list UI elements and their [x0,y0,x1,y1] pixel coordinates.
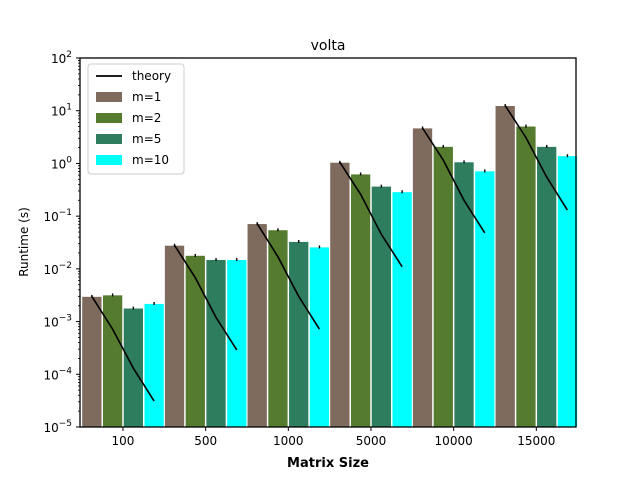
legend-label-m=1: m=1 [132,90,161,104]
theory-line-15000 [504,105,569,211]
axes-layer: 100 500 1000 5000 10000 15000 10−5 10−4 10−3 10−2… [43,50,577,448]
legend-swatch-m=1 [96,92,122,102]
bar-m=1-100 [81,296,103,428]
theory-line-1000 [256,223,321,330]
legend-swatch-m=5 [96,134,122,144]
legend-label-m=5: m=5 [132,132,161,146]
y-tick-label: 10−3 [43,314,72,330]
y-tick-label: 102 [51,50,72,66]
x-tick-label: 15000 [517,434,555,448]
legend-label-m=10: m=10 [132,153,169,167]
bar-m=10-10000 [474,170,496,428]
y-axis-label: Runtime (s) [17,207,31,277]
legend-swatch-m=10 [96,155,122,165]
chart-title: volta [311,38,346,54]
bar-m=2-500 [184,255,206,428]
x-tick-label: 100 [112,434,135,448]
x-tick-label: 1000 [273,434,304,448]
y-tick-label: 101 [51,103,72,119]
y-tick-label: 10−1 [43,208,72,224]
bar-m=1-1000 [246,223,268,428]
bar-m=1-10000 [412,127,433,428]
legend: theory m=1 m=2 m=5 m=10 [87,63,185,175]
legend-label-theory: theory [132,69,171,83]
bar-m=5-500 [205,259,227,428]
y-tick-label: 10−4 [43,366,72,382]
x-tick-label: 500 [194,434,217,448]
y-tick-label: 10−5 [43,419,72,435]
bar-m=2-5000 [350,173,372,428]
bar-m=2-10000 [432,146,454,428]
theory-lines-layer [91,105,569,402]
bar-m=10-100 [143,303,165,428]
legend-swatch-m=2 [96,113,122,123]
bar-m=10-15000 [557,155,578,428]
bar-m=1-15000 [494,105,516,428]
theory-line-100 [91,295,155,402]
bar-m=10-5000 [391,191,413,428]
bar-m=10-1000 [308,246,330,428]
bar-m=10-500 [226,259,248,428]
x-tick-label: 5000 [356,434,387,448]
x-axis-label: Matrix Size [287,456,369,471]
legend-frame [87,63,185,175]
y-tick-label: 100 [51,155,72,171]
y-tick-label: 10−2 [43,261,72,277]
bar-m=5-1000 [288,241,310,428]
theory-line-10000 [421,127,486,234]
x-tick-label: 10000 [435,434,473,448]
bar-m=1-500 [164,244,185,428]
theory-line-5000 [339,161,403,268]
bar-m=1-5000 [329,161,351,428]
bar-m=2-100 [102,294,124,428]
legend-label-m=2: m=2 [132,111,161,125]
theory-line-500 [173,244,238,351]
bar-m=2-1000 [267,229,289,428]
bar-m=2-15000 [515,125,537,428]
plot-frame [79,57,577,428]
bars-layer [81,105,578,428]
